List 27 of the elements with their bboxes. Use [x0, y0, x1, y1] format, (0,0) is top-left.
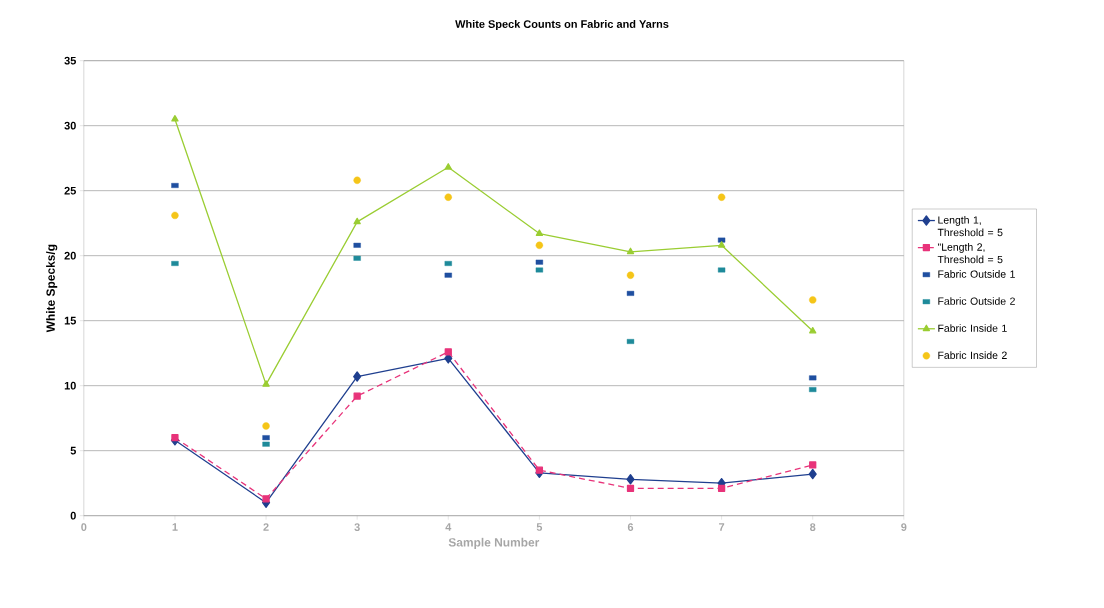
y-tick-label: 25: [64, 186, 76, 195]
y-tick-label: 30: [64, 121, 76, 130]
y-tick-label: 5: [70, 446, 76, 455]
y-tick-label: 15: [64, 316, 76, 325]
x-tick-label: 6: [627, 523, 634, 531]
x-tick-label: 1: [172, 523, 178, 531]
x-tick-label: 3: [354, 523, 360, 531]
legend-label: Fabric Inside 2: [938, 351, 1007, 359]
x-tick-label: 2: [263, 523, 269, 531]
x-tick-label: 4: [445, 523, 452, 531]
x-tick-label: 8: [810, 523, 816, 531]
legend-label: "Length 2, Threshold = 5: [937, 243, 1003, 264]
y-tick-label: 35: [64, 56, 76, 65]
y-tick-label: 20: [64, 251, 76, 260]
legend-label: Length 1, Threshold = 5: [937, 216, 1003, 237]
y-tick-label: 10: [64, 381, 76, 390]
legend-label: Fabric Outside 2: [938, 297, 1015, 305]
y-tick-label: 0: [70, 511, 76, 520]
x-axis-title: Sample Number: [448, 537, 540, 549]
legend-label: Fabric Inside 1: [938, 324, 1007, 332]
x-tick-label: 5: [536, 523, 543, 531]
x-tick-label: 9: [901, 523, 907, 531]
y-axis-title: White Specks/g: [46, 244, 58, 333]
chart-title: White Speck Counts on Fabric and Yarns: [455, 19, 669, 31]
x-tick-label: 7: [719, 523, 725, 531]
x-tick-label: 0: [81, 523, 87, 531]
legend-label: Fabric Outside 1: [938, 270, 1015, 278]
